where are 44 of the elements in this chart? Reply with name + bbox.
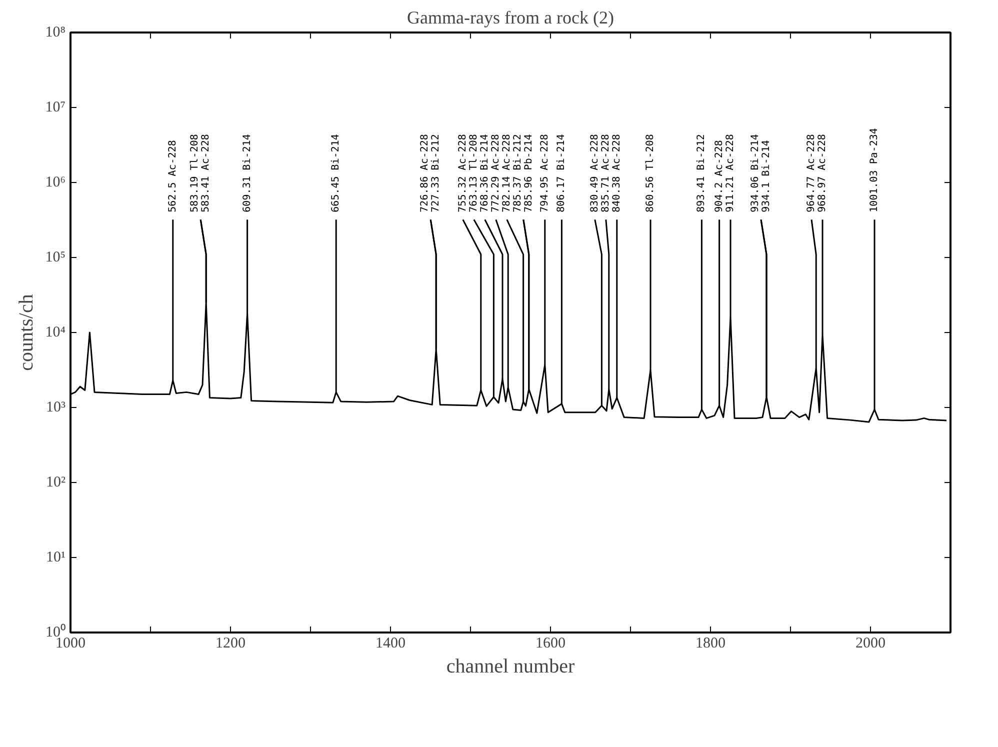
annotation: 835.71 Ac-228 bbox=[600, 134, 612, 212]
y-tick-label: 10⁶ bbox=[45, 174, 66, 190]
annotation: 562.5 Ac-228 bbox=[167, 140, 178, 212]
y-tick-label: 10⁴ bbox=[45, 324, 66, 340]
annotation: 806.17 Bi-214 bbox=[556, 134, 568, 212]
annotation: 904.2 Ac-228 bbox=[714, 140, 725, 212]
y-axis-title: counts/ch bbox=[15, 294, 38, 371]
annotation: 583.41 Ac-228 bbox=[200, 134, 212, 212]
annotation: 785.96 Pb-214 bbox=[523, 134, 534, 212]
y-tick-label: 10⁸ bbox=[45, 24, 66, 40]
annotation: 726.86 Ac-228 bbox=[420, 134, 431, 212]
annotation: 934.06 Bi-214 bbox=[750, 134, 761, 212]
annotation: 768.36 Bi-214 bbox=[479, 134, 490, 212]
annotation: 782.14 Ac-228 bbox=[501, 134, 512, 212]
x-tick-label: 2000 bbox=[856, 636, 886, 652]
annotation: 893.41 Bi-212 bbox=[696, 134, 708, 212]
annotation: 609.31 Bi-214 bbox=[242, 134, 253, 212]
y-tick-label: 10¹ bbox=[46, 550, 66, 566]
annotation: 665.45 Bi-214 bbox=[330, 134, 342, 212]
annotation: 934.1 Bi-214 bbox=[761, 140, 772, 212]
y-tick-label: 10³ bbox=[46, 400, 66, 416]
x-tick-label: 1800 bbox=[696, 636, 726, 652]
annotation: 772.29 Ac-228 bbox=[490, 134, 502, 212]
x-tick-label: 1600 bbox=[536, 636, 566, 652]
annotation: 785.37 Bi-212 bbox=[512, 134, 524, 212]
x-tick-label: 1400 bbox=[376, 636, 406, 652]
annotation: 968.97 Ac-228 bbox=[817, 134, 828, 212]
annotation: 583.19 Tl-208 bbox=[190, 134, 201, 212]
x-axis-title: channel number bbox=[446, 656, 575, 678]
x-tick-label: 1200 bbox=[216, 636, 246, 652]
y-tick-label: 10² bbox=[46, 474, 66, 490]
y-tick-label: 10⁷ bbox=[45, 100, 66, 116]
y-tick-label: 10⁵ bbox=[45, 250, 66, 266]
annotation: 727.33 Bi-212 bbox=[430, 134, 442, 212]
annotation: 964.77 Ac-228 bbox=[806, 134, 817, 212]
annotation: 860.56 Tl-208 bbox=[645, 134, 656, 212]
annotation: 794.95 Ac-228 bbox=[539, 134, 550, 212]
annotation: 763.13 Tl-208 bbox=[468, 134, 480, 212]
annotation: 911.21 Ac-228 bbox=[725, 134, 736, 212]
annotation: 755.32 Ac-228 bbox=[457, 134, 468, 212]
chart-title: Gamma-rays from a rock (2) bbox=[407, 8, 614, 28]
annotation: 830.49 Ac-228 bbox=[589, 134, 600, 212]
annotation: 1001.03 Pa-234 bbox=[869, 128, 880, 212]
annotation: 840.38 Ac-228 bbox=[611, 134, 622, 212]
